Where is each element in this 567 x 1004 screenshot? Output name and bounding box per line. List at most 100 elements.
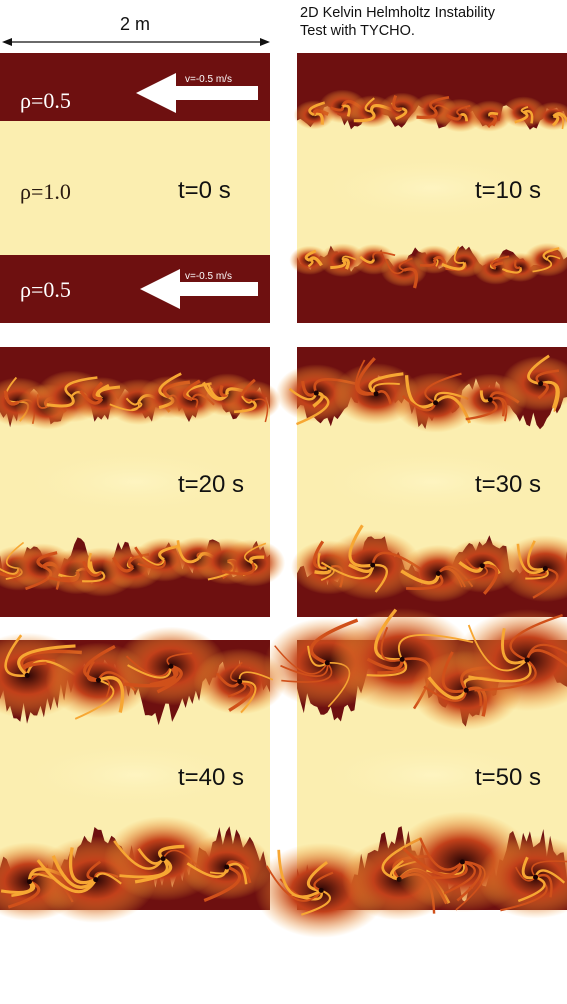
swirl-filament [487,114,496,128]
swirl-filament [424,372,462,404]
swirl-filament [131,401,143,411]
swirl-filament [468,659,532,683]
swirl-filament [17,644,76,677]
swirl-filament [445,113,462,121]
swirl-filament [304,249,317,262]
swirl-filament [416,108,438,119]
swirl-filament [467,624,528,672]
swirl-filament [348,524,373,568]
vortex-core [524,657,530,663]
swirl-filament [342,104,351,117]
swirl-filament [392,95,403,111]
swirl-filament [234,399,257,414]
swirl-filament [501,628,528,665]
vortex-core [459,859,465,865]
panel-time-label: t=30 s [475,471,541,498]
vortex-core [168,663,174,669]
panel-t30: t=30 s [275,347,567,617]
swirl-filament [419,837,464,871]
swirl-filament [397,633,474,660]
velocity-label-top: v=-0.5 m/s [185,74,232,85]
swirl-filament [531,860,567,878]
swirl-filament [509,613,563,662]
swirl-filament [546,255,561,260]
swirl-filament [374,608,403,662]
vortex-core [538,381,544,387]
swirl-filament [166,652,193,667]
swirl-filament [125,397,140,406]
swirl-filament [404,375,437,409]
swirl-filament [186,862,229,879]
swirl-filament [441,651,467,693]
swirl-filament [532,259,552,273]
swirl-filament [330,258,347,270]
swirl-filament [313,871,334,892]
vortex-core [224,864,230,870]
swirl-filament [368,372,404,396]
panel-time-label: t=40 s [178,764,244,791]
swirl-filament [527,354,550,385]
swirl-filament [463,565,488,582]
swirl-filament [384,258,405,275]
swirl-filament [517,875,546,903]
swirl-filament [182,379,201,402]
swirl-filament [228,679,254,712]
vortex-core [542,566,548,572]
swirl-filament [310,619,357,664]
swirl-filament [525,649,567,668]
swirl-filament [36,859,98,894]
swirl-filament [459,113,469,122]
vortex-core [479,563,485,569]
swirl-filament [429,95,450,111]
swirl-filament [353,110,376,123]
swirl-filament [552,114,564,130]
swirl-filament [265,865,322,902]
swirl-filament [441,262,466,271]
vortex-core [24,672,30,678]
swirl-filament [4,634,28,677]
swirl-filament [111,556,135,573]
swirl-filament [300,889,332,916]
swirl-filament [241,378,256,403]
swirl-filament [527,540,546,571]
core-glow [13,447,257,517]
swirl-filament [156,664,183,694]
swirl-filament [456,104,471,117]
swirl-filament [238,671,274,682]
swirl-filament [274,645,328,675]
core-glow [310,740,554,810]
swirl-filament [92,381,104,401]
swirl-filament [64,376,98,398]
swirl-filament [82,560,103,577]
swirl-filament [226,862,248,885]
title-line-2: Test with TYCHO. [300,23,415,39]
velocity-arrow-top [136,73,258,113]
swirl-filament [86,660,99,682]
vortex-core [533,874,539,880]
panel-t40: t=40 s [0,626,287,924]
vortex-core [399,656,405,662]
swirl-filament [474,659,537,692]
swirl-filament [320,561,374,580]
core-glow [310,153,554,223]
swirl-filament [443,860,476,895]
panel-t20: t=20 s [0,347,286,617]
swirl-filament [356,357,377,396]
swirl-filament [482,564,499,595]
swirl-filament [123,665,177,688]
swirl-filament [423,685,468,702]
swirl-filament [137,559,166,569]
swirl-filament [398,257,413,272]
swirl-filament [465,398,498,421]
panel-t10: t=10 s [289,53,567,323]
velocity-label-bottom: v=-0.5 m/s [185,271,232,282]
swirl-filament [113,840,165,870]
vortex-core [435,570,441,576]
swirl-filament [403,267,419,289]
swirl-filament [83,644,116,682]
swirl-filament [372,251,396,260]
core-glow [13,740,257,810]
swirl-filament [36,551,58,569]
swirl-filament [419,258,437,267]
